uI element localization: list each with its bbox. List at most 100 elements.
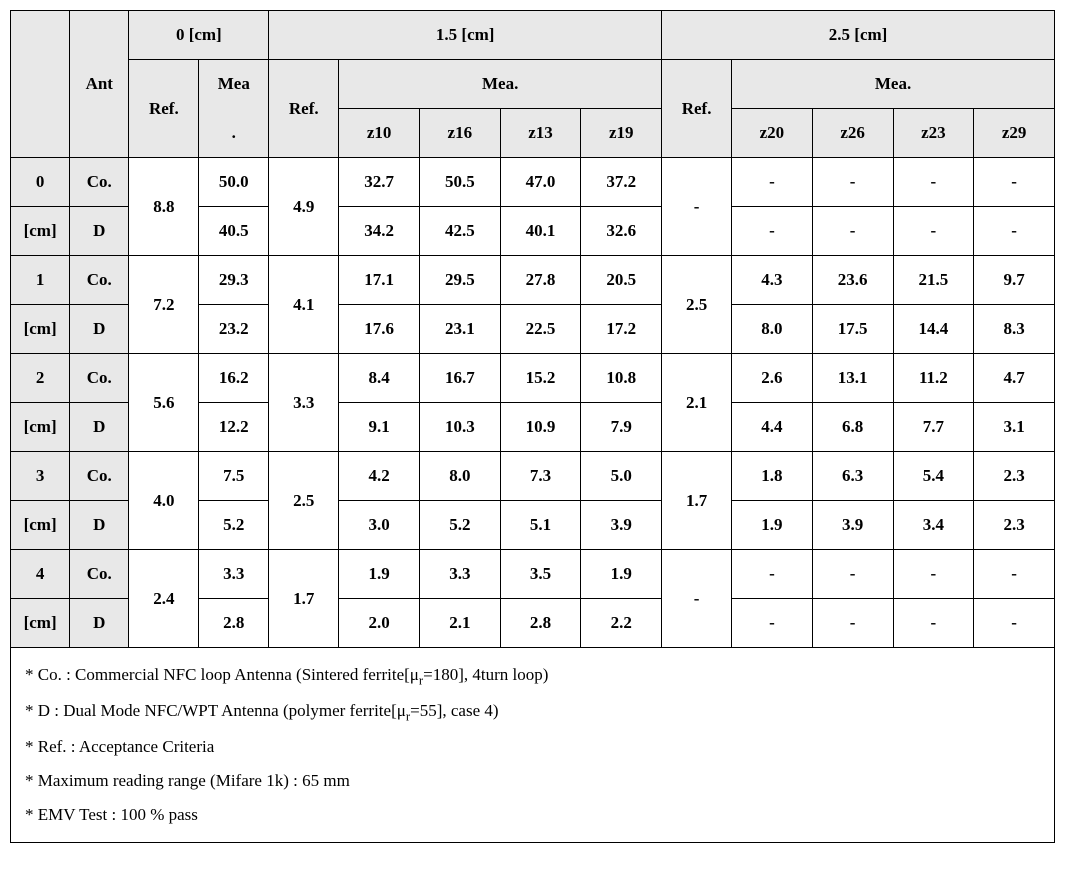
d15-1-3: 17.2 (581, 305, 662, 354)
d15-2-3: 7.9 (581, 403, 662, 452)
mea0-co-4: 3.3 (199, 550, 269, 599)
ref-15: Ref. (269, 60, 339, 158)
d15-3-0: 3.0 (339, 501, 420, 550)
co25-0-3: - (974, 158, 1055, 207)
d25-4-1: - (812, 599, 893, 648)
ant-co: Co. (70, 158, 129, 207)
row-label-cm: [cm] (11, 599, 70, 648)
d25-0-0: - (732, 207, 813, 256)
d15-4-0: 2.0 (339, 599, 420, 648)
co25-0-0: - (732, 158, 813, 207)
group-0cm: 0 [cm] (129, 11, 269, 60)
co15-0-2: 47.0 (500, 158, 581, 207)
d15-4-3: 2.2 (581, 599, 662, 648)
co15-2-2: 15.2 (500, 354, 581, 403)
z23-h: z23 (893, 109, 974, 158)
ref0-1: 7.2 (129, 256, 199, 354)
mea-15: Mea. (339, 60, 662, 109)
mea-0-bot: . (199, 109, 269, 158)
z13-h: z13 (500, 109, 581, 158)
co25-0-1: - (812, 158, 893, 207)
d25-2-2: 7.7 (893, 403, 974, 452)
d25-4-3: - (974, 599, 1055, 648)
row-label-cm: [cm] (11, 403, 70, 452)
note-3: * Ref. : Acceptance Criteria (25, 730, 1040, 764)
mea0-d-4: 2.8 (199, 599, 269, 648)
d15-3-2: 5.1 (500, 501, 581, 550)
row-label-cm: [cm] (11, 501, 70, 550)
ant-co: Co. (70, 256, 129, 305)
mea0-d-2: 12.2 (199, 403, 269, 452)
d15-3-1: 5.2 (419, 501, 500, 550)
d25-2-1: 6.8 (812, 403, 893, 452)
ant-d: D (70, 403, 129, 452)
co25-2-3: 4.7 (974, 354, 1055, 403)
ref25-4: - (662, 550, 732, 648)
d25-1-2: 14.4 (893, 305, 974, 354)
d25-3-2: 3.4 (893, 501, 974, 550)
co25-3-3: 2.3 (974, 452, 1055, 501)
d25-4-2: - (893, 599, 974, 648)
ref25-1: 2.5 (662, 256, 732, 354)
note-2: * D : Dual Mode NFC/WPT Antenna (polymer… (25, 694, 1040, 730)
z26-h: z26 (812, 109, 893, 158)
co15-0-3: 37.2 (581, 158, 662, 207)
group-25cm: 2.5 [cm] (662, 11, 1055, 60)
d25-1-3: 8.3 (974, 305, 1055, 354)
row-label-num: 4 (11, 550, 70, 599)
d25-1-1: 17.5 (812, 305, 893, 354)
co15-3-1: 8.0 (419, 452, 500, 501)
co15-3-3: 5.0 (581, 452, 662, 501)
co25-3-2: 5.4 (893, 452, 974, 501)
d15-0-3: 32.6 (581, 207, 662, 256)
co15-2-0: 8.4 (339, 354, 420, 403)
ref15-2: 3.3 (269, 354, 339, 452)
row-label-cm: [cm] (11, 207, 70, 256)
ant-d: D (70, 305, 129, 354)
data-table: Ant 0 [cm] 1.5 [cm] 2.5 [cm] Ref. Mea Re… (10, 10, 1055, 843)
z19-h: z19 (581, 109, 662, 158)
ant-header: Ant (70, 11, 129, 158)
ant-d: D (70, 501, 129, 550)
co15-1-0: 17.1 (339, 256, 420, 305)
mea0-co-0: 50.0 (199, 158, 269, 207)
co15-1-2: 27.8 (500, 256, 581, 305)
co25-3-0: 1.8 (732, 452, 813, 501)
d25-3-3: 2.3 (974, 501, 1055, 550)
z10-h: z10 (339, 109, 420, 158)
mea0-d-3: 5.2 (199, 501, 269, 550)
row-label-num: 3 (11, 452, 70, 501)
ref15-4: 1.7 (269, 550, 339, 648)
ref15-1: 4.1 (269, 256, 339, 354)
co15-4-2: 3.5 (500, 550, 581, 599)
mea-25: Mea. (732, 60, 1055, 109)
co15-4-3: 1.9 (581, 550, 662, 599)
co15-4-0: 1.9 (339, 550, 420, 599)
co25-3-1: 6.3 (812, 452, 893, 501)
row-label-cm: [cm] (11, 305, 70, 354)
d25-0-2: - (893, 207, 974, 256)
row-label-num: 0 (11, 158, 70, 207)
mea0-d-0: 40.5 (199, 207, 269, 256)
d15-4-1: 2.1 (419, 599, 500, 648)
co25-4-0: - (732, 550, 813, 599)
d15-1-1: 23.1 (419, 305, 500, 354)
d15-0-2: 40.1 (500, 207, 581, 256)
d15-1-0: 17.6 (339, 305, 420, 354)
mea0-co-3: 7.5 (199, 452, 269, 501)
d15-1-2: 22.5 (500, 305, 581, 354)
co15-3-2: 7.3 (500, 452, 581, 501)
row-label-num: 2 (11, 354, 70, 403)
co25-2-1: 13.1 (812, 354, 893, 403)
co25-2-2: 11.2 (893, 354, 974, 403)
d25-3-1: 3.9 (812, 501, 893, 550)
z29-h: z29 (974, 109, 1055, 158)
ant-d: D (70, 599, 129, 648)
d15-0-0: 34.2 (339, 207, 420, 256)
co25-2-0: 2.6 (732, 354, 813, 403)
ref15-3: 2.5 (269, 452, 339, 550)
ant-d: D (70, 207, 129, 256)
d15-2-2: 10.9 (500, 403, 581, 452)
ref25-0: - (662, 158, 732, 256)
ref15-0: 4.9 (269, 158, 339, 256)
